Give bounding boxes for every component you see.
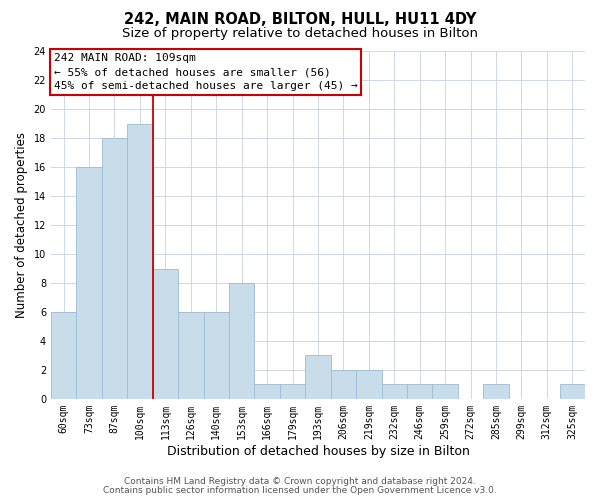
Bar: [102, 138, 127, 399]
Bar: [382, 384, 407, 399]
Bar: [203, 312, 229, 399]
Text: Size of property relative to detached houses in Bilton: Size of property relative to detached ho…: [122, 28, 478, 40]
Text: Contains HM Land Registry data © Crown copyright and database right 2024.: Contains HM Land Registry data © Crown c…: [124, 477, 476, 486]
Bar: [127, 124, 152, 399]
Bar: [178, 312, 203, 399]
Text: 242 MAIN ROAD: 109sqm
← 55% of detached houses are smaller (56)
45% of semi-deta: 242 MAIN ROAD: 109sqm ← 55% of detached …: [53, 53, 358, 91]
Text: 242, MAIN ROAD, BILTON, HULL, HU11 4DY: 242, MAIN ROAD, BILTON, HULL, HU11 4DY: [124, 12, 476, 28]
Bar: [51, 312, 76, 399]
Y-axis label: Number of detached properties: Number of detached properties: [15, 132, 28, 318]
Text: Contains public sector information licensed under the Open Government Licence v3: Contains public sector information licen…: [103, 486, 497, 495]
Bar: [229, 283, 254, 399]
Bar: [280, 384, 305, 399]
X-axis label: Distribution of detached houses by size in Bilton: Distribution of detached houses by size …: [167, 444, 469, 458]
Bar: [407, 384, 433, 399]
Bar: [254, 384, 280, 399]
Bar: [356, 370, 382, 399]
Bar: [331, 370, 356, 399]
Bar: [152, 268, 178, 399]
Bar: [76, 168, 102, 399]
Bar: [560, 384, 585, 399]
Bar: [305, 356, 331, 399]
Bar: [433, 384, 458, 399]
Bar: [483, 384, 509, 399]
